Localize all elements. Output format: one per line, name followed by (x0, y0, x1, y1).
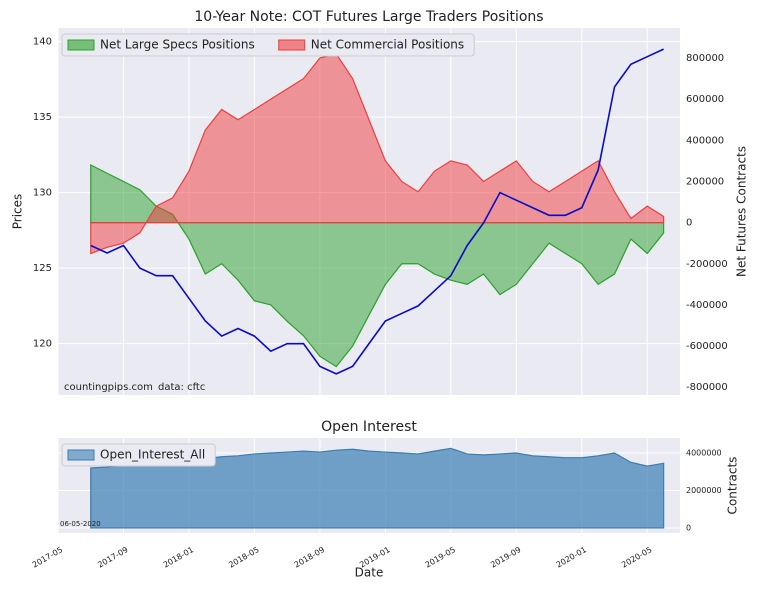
x-tick-label: 2020-01 (555, 545, 588, 570)
legend: Net Large Specs Positions Net Commercial … (61, 33, 475, 57)
x-tick-label: 2017-09 (96, 545, 129, 570)
y2-tick-label: 2000000 (686, 486, 722, 495)
annotation: 06-05-2020 (60, 520, 101, 528)
x-tick-label: 2017-05 (31, 545, 64, 570)
legend-swatch (67, 39, 95, 51)
area (90, 53, 665, 255)
y2-tick-label: 0 (686, 218, 692, 229)
y2-tick-label: -600000 (686, 341, 728, 352)
legend-label: Net Commercial Positions (311, 38, 464, 52)
y-tick-label: 140 (33, 37, 52, 48)
y2-tick-label: -800000 (686, 382, 728, 393)
y-tick-label: 125 (33, 263, 52, 274)
legend-box (61, 443, 216, 467)
y2-tick-label: 800000 (686, 53, 724, 64)
annotation: countingpips.com (64, 382, 153, 393)
y2-tick-label: -400000 (686, 300, 728, 311)
y2-tick-label: 0 (686, 523, 691, 532)
y2-axis-label: Contracts (726, 457, 740, 515)
x-tick-label: 2018-01 (162, 545, 195, 570)
y-tick-label: 130 (33, 188, 52, 199)
y2-tick-label: 400000 (686, 135, 724, 146)
legend-swatch (278, 39, 306, 51)
legend-label: Open_Interest_All (100, 448, 205, 462)
legend-label: Net Large Specs Positions (100, 38, 255, 52)
legend-box (61, 33, 475, 57)
x-tick-label: 2018-09 (293, 545, 326, 570)
y2-tick-label: 600000 (686, 94, 724, 105)
x-axis-label: Date (355, 566, 384, 580)
chart-title: 10-Year Note: COT Futures Large Traders … (194, 9, 543, 25)
x-tick-label: 2019-05 (424, 545, 457, 570)
y-tick-label: 135 (33, 112, 52, 123)
x-tick-label: 2020-05 (620, 545, 653, 570)
x-tick-label: 2018-05 (227, 545, 260, 570)
line (90, 48, 664, 375)
y2-axis-label: Net Futures Contracts (735, 146, 749, 277)
y2-tick-label: -200000 (686, 259, 728, 270)
legend-swatch (67, 449, 95, 461)
y2-tick-label: 4000000 (686, 448, 722, 457)
annotation: data: cftc (158, 382, 205, 393)
y2-tick-label: 200000 (686, 176, 724, 187)
y-axis-label: Prices (11, 194, 25, 230)
y-tick-label: 120 (33, 339, 52, 350)
chart-title: Open Interest (321, 419, 417, 435)
x-tick-label: 2019-09 (489, 545, 522, 570)
legend: Open_Interest_All (61, 443, 216, 467)
